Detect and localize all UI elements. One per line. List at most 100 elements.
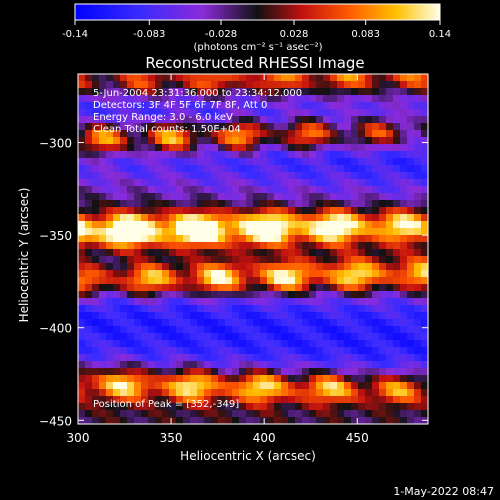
heatmap-cell [358,193,366,201]
heatmap-cell [337,389,345,397]
heatmap-cell [288,81,296,89]
heatmap-cell [197,326,205,334]
heatmap-cell [239,214,247,222]
heatmap-cell [169,284,177,292]
heatmap-cell [127,333,135,341]
heatmap-cell [407,340,415,348]
heatmap-cell [344,102,352,110]
heatmap-cell [260,88,268,96]
heatmap-cell [414,179,422,187]
heatmap-cell [239,382,247,390]
heatmap-cell [267,263,275,271]
heatmap-cell [414,347,422,355]
heatmap-cell [78,312,86,320]
heatmap-cell [281,130,289,138]
heatmap-cell [176,130,184,138]
heatmap-cell [260,319,268,327]
heatmap-cell [400,186,408,194]
heatmap-cell [190,340,198,348]
heatmap-cell [148,207,156,215]
heatmap-cell [183,179,191,187]
heatmap-cell [414,214,422,222]
heatmap-cell [358,368,366,376]
heatmap-cell [169,291,177,299]
heatmap-cell [393,319,401,327]
heatmap-cell [379,319,387,327]
heatmap-cell [239,396,247,404]
heatmap-cell [176,235,184,243]
heatmap-cell [176,88,184,96]
heatmap-cell [204,102,212,110]
heatmap-cell [386,354,394,362]
heatmap-cell [134,354,142,362]
heatmap-cell [267,298,275,306]
heatmap-cell [106,340,114,348]
heatmap-cell [134,130,142,138]
heatmap-cell [92,361,100,369]
heatmap-cell [260,193,268,201]
heatmap-cell [372,172,380,180]
heatmap-cell [92,116,100,124]
heatmap-cell [239,172,247,180]
heatmap-cell [232,319,240,327]
annotation-line: Energy Range: 3.0 - 6.0 keV [93,112,233,123]
heatmap-cell [113,361,121,369]
heatmap-cell [351,249,359,257]
heatmap-cell [134,263,142,271]
heatmap-cell [386,340,394,348]
heatmap-cell [176,326,184,334]
heatmap-cell [309,382,317,390]
heatmap-cell [379,81,387,89]
heatmap-cell [323,354,331,362]
heatmap-cell [309,417,317,425]
colorbar-tick-label: 0.083 [351,29,380,40]
heatmap-cell [309,151,317,159]
heatmap-cell [120,284,128,292]
heatmap-cell [134,158,142,166]
heatmap-cell [106,284,114,292]
heatmap-cell [330,305,338,313]
heatmap-cell [393,193,401,201]
heatmap-cell [407,95,415,103]
y-axis-label: Heliocentric Y (arcsec) [17,188,31,323]
heatmap-cell [218,326,226,334]
heatmap-cell [295,333,303,341]
heatmap-cell [274,102,282,110]
heatmap-cell [78,361,86,369]
heatmap-cell [407,284,415,292]
heatmap-cell [330,151,338,159]
heatmap-cell [162,242,170,250]
heatmap-cell [358,305,366,313]
heatmap-cell [330,403,338,411]
heatmap-cell [155,116,163,124]
heatmap-cell [232,116,240,124]
heatmap-cell [295,179,303,187]
heatmap-cell [393,235,401,243]
heatmap-cell [78,144,86,152]
heatmap-cell [421,193,429,201]
heatmap-cell [239,410,247,418]
heatmap-cell [246,312,254,320]
heatmap-cell [99,277,107,285]
heatmap-cell [239,270,247,278]
heatmap-cell [78,417,86,425]
heatmap-cell [267,249,275,257]
heatmap-cell [260,333,268,341]
heatmap-cell [281,207,289,215]
heatmap-cell [197,396,205,404]
heatmap-cell [386,200,394,208]
heatmap-cell [183,396,191,404]
heatmap-cell [344,158,352,166]
heatmap-cell [120,151,128,159]
heatmap-cell [330,361,338,369]
heatmap-cell [337,403,345,411]
heatmap-cell [218,361,226,369]
heatmap-cell [274,109,282,117]
heatmap-cell [421,116,429,124]
heatmap-cell [148,312,156,320]
heatmap-cell [204,333,212,341]
heatmap-cell [197,368,205,376]
heatmap-cell [344,263,352,271]
heatmap-cell [351,95,359,103]
heatmap-cell [127,298,135,306]
